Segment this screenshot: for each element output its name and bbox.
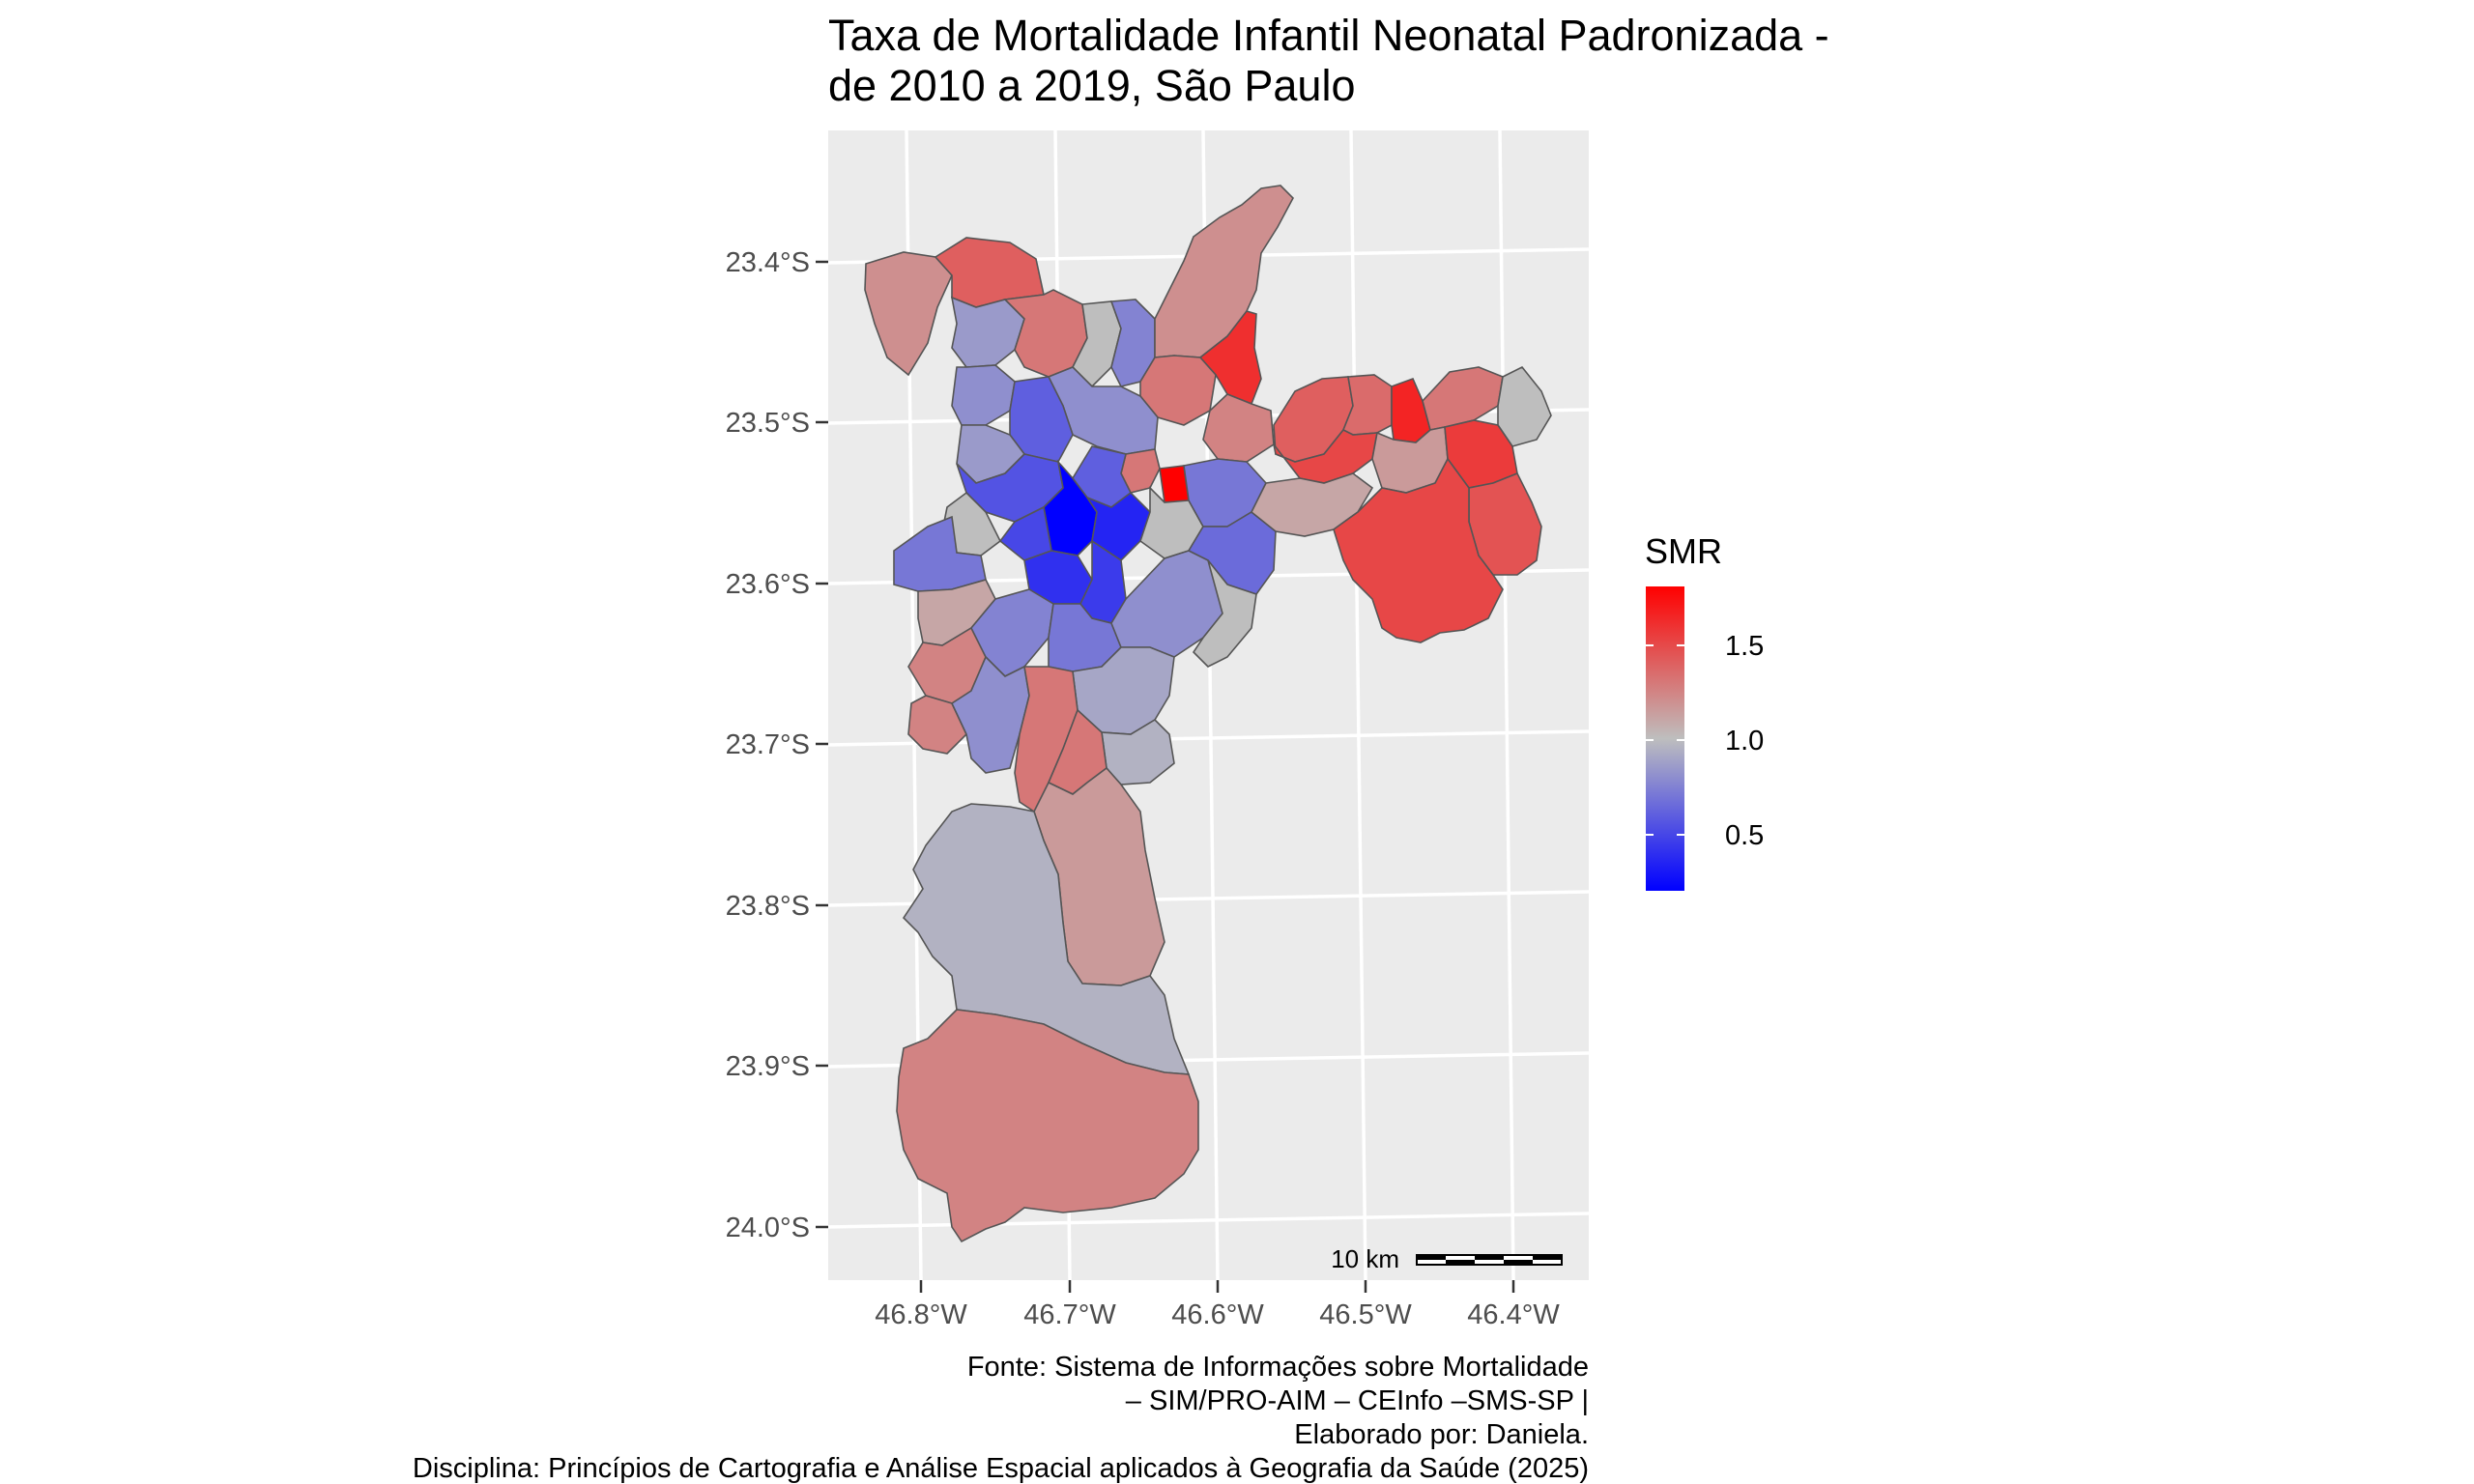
y-tick-label: 23.7°S [726,729,810,760]
y-axis: 23.4°S 23.5°S 23.6°S 23.7°S 23.8°S 23.9°… [726,247,828,1243]
districts-layer [864,185,1552,1243]
y-tick-label: 23.5°S [726,408,810,439]
caption-line-4: Disciplina: Princípios de Cartografia e … [413,1453,1589,1484]
scale-bar-segment [1533,1255,1562,1260]
district-e-far [1497,365,1552,447]
district-s-10 [907,695,967,755]
x-tick-label: 46.6°W [1171,1299,1264,1330]
district-n-5 [1139,355,1217,426]
legend: SMR 1.5 1.0 0.5 [1645,531,1764,891]
y-tick-label: 23.9°S [726,1051,810,1082]
legend-title: SMR [1645,531,1722,571]
y-tick-label: 24.0°S [726,1213,810,1243]
scale-bar-segment [1504,1260,1533,1265]
y-tick-label: 23.8°S [726,891,810,922]
scale-bar-segment [1446,1260,1475,1265]
district-center-blue [1043,459,1098,556]
x-axis: 46.8°W 46.7°W 46.6°W 46.5°W 46.4°W [875,1280,1560,1330]
scale-bar-label: 10 km [1331,1244,1399,1273]
district-s-far [896,1009,1199,1243]
caption-line-2: – SIM/PRO-AIM – CEInfo –SMS-SP | [1126,1385,1589,1416]
x-tick-label: 46.8°W [875,1299,967,1330]
map-title-line-1: Taxa de Mortalidade Infantil Neonatal Pa… [828,11,1829,60]
caption: Fonte: Sistema de Informações sobre Mort… [413,1352,1589,1484]
caption-line-1: Fonte: Sistema de Informações sobre Mort… [967,1352,1589,1383]
district-s-south-wide [902,803,1191,1075]
scale-bar-segment [1475,1255,1504,1260]
legend-label: 0.5 [1725,820,1764,851]
map-title-line-2: de 2010 a 2019, São Paulo [828,61,1355,110]
district-s-5 [1192,559,1257,668]
scale-bar: 10 km [1331,1244,1563,1273]
district-sw-1 [893,515,987,592]
x-tick-label: 46.5°W [1319,1299,1412,1330]
district-nw-far [864,251,953,377]
legend-label: 1.5 [1725,631,1764,662]
y-tick-label: 23.4°S [726,247,810,278]
district-e-se-2 [1333,457,1504,643]
legend-colorbar [1646,586,1684,891]
graticule-lon-46-4 [1498,129,1515,1281]
scale-bar-segment [1417,1255,1446,1260]
legend-label: 1.0 [1725,726,1764,756]
district-n-1 [950,296,1025,368]
x-tick-label: 46.4°W [1467,1299,1560,1330]
x-tick-label: 46.7°W [1023,1299,1116,1330]
y-tick-label: 23.6°S [726,569,810,600]
caption-line-3: Elaborado por: Daniela. [1294,1419,1589,1450]
graticule-lon-46-5 [1349,129,1367,1281]
